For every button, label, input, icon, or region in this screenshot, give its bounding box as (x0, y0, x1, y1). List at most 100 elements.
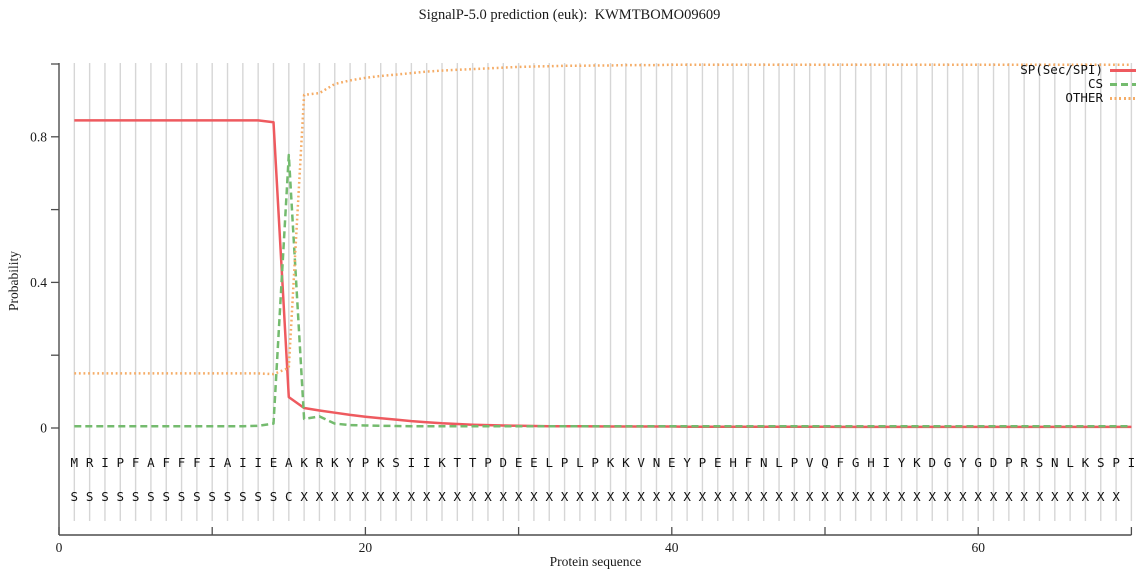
sequence-residue: V (637, 455, 645, 470)
annotation-letter: X (530, 489, 538, 504)
annotation-letter: X (377, 489, 385, 504)
annotation-letter: X (668, 489, 676, 504)
annotation-letter: X (791, 489, 799, 504)
annotation-letter: X (898, 489, 906, 504)
annotation-letter: X (683, 489, 691, 504)
sequence-residue: K (607, 455, 615, 470)
sequence-residue: I (239, 455, 247, 470)
sequence-residue: L (1066, 455, 1074, 470)
annotation-letter: X (484, 489, 492, 504)
sequence-residue: P (484, 455, 492, 470)
annotation-letter: X (944, 489, 952, 504)
annotation-letter: S (208, 489, 216, 504)
sequence-residue: N (1051, 455, 1059, 470)
sequence-residue: E (714, 455, 722, 470)
sequence-residue: H (729, 455, 737, 470)
sequence-residue: F (132, 455, 140, 470)
annotation-letter: X (576, 489, 584, 504)
annotation-letter: X (346, 489, 354, 504)
x-tick-label: 60 (971, 540, 985, 555)
sequence-residue: K (438, 455, 446, 470)
sequence-residue: P (1005, 455, 1013, 470)
sp-line-swatch-icon (1110, 68, 1136, 72)
annotation-letter: X (852, 489, 860, 504)
annotation-letter: X (300, 489, 308, 504)
annotation-letter: X (545, 489, 553, 504)
sequence-residue: G (974, 455, 982, 470)
annotation-letter: X (1082, 489, 1090, 504)
figure-title: SignalP-5.0 prediction (euk): KWMTBOMO09… (418, 7, 721, 23)
sequence-residue: I (883, 455, 891, 470)
sequence-residue: A (147, 455, 155, 470)
sequence-residue: P (1112, 455, 1120, 470)
sequence-residue: F (837, 455, 845, 470)
sequence-residue: H (867, 455, 875, 470)
sequence-residue: S (392, 455, 400, 470)
y-tick-label: 0 (40, 421, 47, 436)
annotation-letter: X (438, 489, 446, 504)
sequence-residue: I (101, 455, 109, 470)
annotation-letter: X (607, 489, 615, 504)
sequence-residue: E (270, 455, 278, 470)
sequence-residue: D (990, 455, 998, 470)
sequence-residue: K (1082, 455, 1090, 470)
x-axis-label: Protein sequence (549, 554, 642, 569)
annotation-letter: S (71, 489, 79, 504)
annotation-letter: X (591, 489, 599, 504)
sequence-residue: P (699, 455, 707, 470)
annotation-letter: X (837, 489, 845, 504)
annotation-letter: X (561, 489, 569, 504)
annotation-letter: S (132, 489, 140, 504)
sequence-residue: I (208, 455, 216, 470)
annotation-letter: X (760, 489, 768, 504)
sequence-residue: Q (821, 455, 829, 470)
annotation-letter: X (1112, 489, 1120, 504)
annotation-letter: S (193, 489, 201, 504)
annotation-letter: S (101, 489, 109, 504)
sequence-residue: R (316, 455, 324, 470)
sequence-residue: N (653, 455, 661, 470)
x-tick-label: 0 (56, 540, 63, 555)
annotation-letter: X (928, 489, 936, 504)
sequence-residue: K (331, 455, 339, 470)
annotation-letter: X (729, 489, 737, 504)
sequence-residue: I (423, 455, 431, 470)
annotation-letter: S (270, 489, 278, 504)
sequence-residue: K (913, 455, 921, 470)
annotation-letter: X (714, 489, 722, 504)
sequence-residue: P (362, 455, 370, 470)
sequence-residue: Y (959, 455, 967, 470)
legend-row-other: OTHER (1020, 91, 1136, 105)
cs-line-swatch-icon (1110, 82, 1136, 86)
annotation-letter: X (913, 489, 921, 504)
annotation-letter: X (883, 489, 891, 504)
annotation-letter: X (1020, 489, 1028, 504)
legend: SP(Sec/SPI) CS OTHER (1020, 63, 1136, 105)
sequence-residue: S (1097, 455, 1105, 470)
annotation-letter: X (1051, 489, 1059, 504)
annotation-letter: X (622, 489, 630, 504)
sequence-residue: F (193, 455, 201, 470)
legend-label-sp: SP(Sec/SPI) (1020, 62, 1103, 77)
sequence-residue: K (377, 455, 385, 470)
sequence-residue: G (852, 455, 860, 470)
sequence-residue: F (745, 455, 753, 470)
annotation-letter: C (285, 489, 293, 504)
annotation-letter: S (254, 489, 262, 504)
annotation-letter: X (500, 489, 508, 504)
annotation-letter: X (469, 489, 477, 504)
sequence-residue: D (928, 455, 936, 470)
sequence-residue: K (300, 455, 308, 470)
sequence-residue: T (469, 455, 477, 470)
sequence-residue: Y (346, 455, 354, 470)
sequence-residue: P (561, 455, 569, 470)
sequence-residue: M (71, 455, 79, 470)
sequence-residue: V (806, 455, 814, 470)
annotation-letter: X (362, 489, 370, 504)
annotation-letter: X (1097, 489, 1105, 504)
legend-label-other: OTHER (1065, 90, 1103, 105)
annotation-letter: X (775, 489, 783, 504)
other-line-swatch-icon (1110, 96, 1136, 100)
sequence-residue: R (1020, 455, 1028, 470)
